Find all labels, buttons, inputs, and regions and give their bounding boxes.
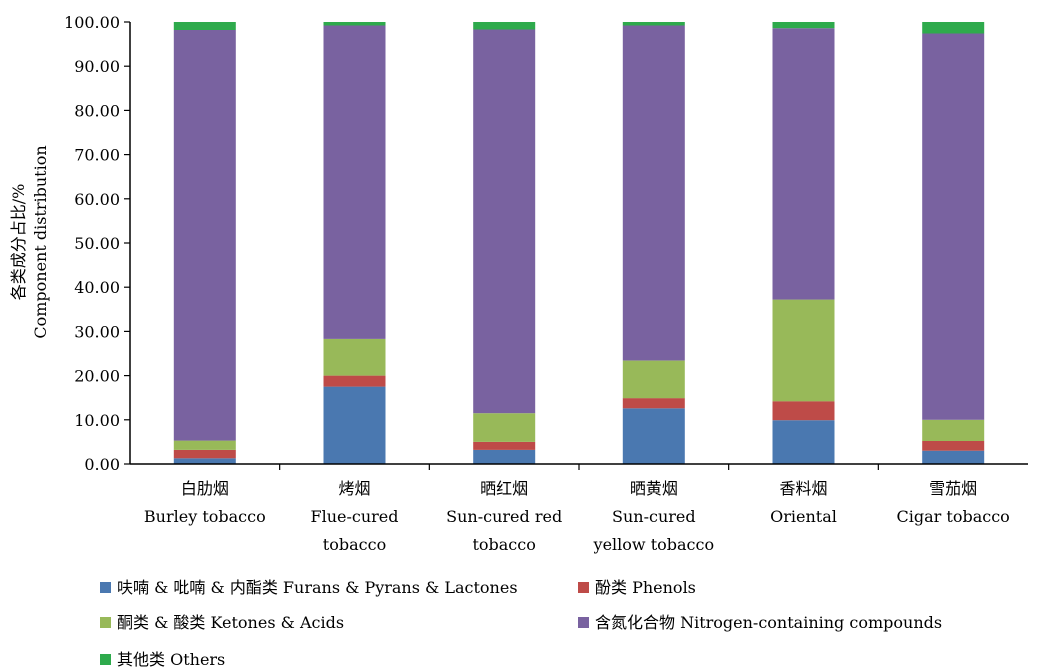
bar-segment-3-4	[622, 22, 685, 26]
bar-segment-2-1	[473, 441, 536, 450]
x-category-label-en: Flue-cured	[310, 507, 398, 526]
y-tick-label: 50.00	[74, 234, 120, 253]
x-category-label-en: Sun-cured	[612, 507, 696, 526]
bar-segment-5-1	[922, 441, 985, 451]
y-tick-label: 60.00	[74, 190, 120, 209]
legend-label: 含氮化合物 Nitrogen-containing compounds	[595, 613, 943, 632]
bar-segment-2-3	[473, 29, 536, 414]
x-category-label-en: yellow tobacco	[593, 535, 715, 554]
y-tick-labels: 0.00 10.00 20.00 30.00 40.00 50.00 60.00 70.00 8…	[64, 13, 120, 474]
bar-segment-2-2	[473, 413, 536, 442]
y-tick-label: 20.00	[74, 367, 120, 386]
axes-layer	[124, 21, 1028, 470]
bar-segment-3-0	[622, 408, 685, 464]
x-category-label-en: Burley tobacco	[144, 507, 266, 526]
bar-segment-0-4	[173, 22, 236, 30]
x-category-labels: 白肋烟 Burley tobacco 烤烟 Flue-cured tobacco 晒红烟 S…	[144, 479, 1010, 554]
y-axis-label-en: Component distribution	[31, 145, 50, 338]
legend-swatch	[578, 582, 589, 593]
stacked-bar-chart: 0.00 10.00 20.00 30.00 40.00 50.00 60.00 70.00 8…	[9, 13, 1028, 554]
bar-segment-5-4	[922, 22, 985, 34]
y-tick-label: 90.00	[74, 57, 120, 76]
legend-swatch	[100, 617, 111, 628]
bar-segment-3-3	[622, 25, 685, 361]
y-tick-label: 80.00	[74, 101, 120, 120]
x-category-label-cn: 晒红烟	[480, 479, 528, 498]
bar-segment-4-1	[772, 401, 835, 421]
x-category-label-cn: 雪茄烟	[929, 479, 977, 498]
x-category-label-en: tobacco	[323, 535, 386, 554]
bar-segment-2-0	[473, 449, 536, 464]
legend-swatch	[100, 582, 111, 593]
bar-segment-1-0	[323, 386, 386, 464]
x-category-label-cn: 香料烟	[779, 479, 827, 498]
legend-item-furans: 呋喃 & 吡喃 & 内酯类 Furans & Pyrans & Lactones	[100, 579, 518, 597]
y-axis-label-cn: 各类成分占比/%	[9, 184, 28, 301]
bar-segment-3-1	[622, 398, 685, 409]
x-category-label-cn: 白肋烟	[181, 479, 229, 498]
bar-segment-5-3	[922, 33, 985, 420]
legend-label: 呋喃 & 吡喃 & 内酯类 Furans & Pyrans & Lactones	[117, 578, 518, 597]
y-tick-label: 30.00	[74, 322, 120, 341]
legend-item-nitrogen: 含氮化合物 Nitrogen-containing compounds	[578, 614, 942, 632]
x-category-label-cn: 烤烟	[338, 479, 370, 498]
x-category-label-en: tobacco	[472, 535, 535, 554]
bar-segment-4-2	[772, 299, 835, 402]
legend: 呋喃 & 吡喃 & 内酯类 Furans & Pyrans & Lactones…	[100, 572, 1040, 669]
bar-segment-1-2	[323, 338, 386, 376]
y-tick-label: 100.00	[64, 13, 120, 32]
x-category-label-en: Oriental	[770, 507, 837, 526]
legend-swatch	[578, 617, 589, 628]
y-tick-label: 0.00	[84, 455, 120, 474]
bar-segment-4-3	[772, 28, 835, 300]
legend-label: 其他类 Others	[117, 650, 226, 669]
legend-item-phenols: 酚类 Phenols	[578, 579, 696, 597]
legend-item-ketones: 酮类 & 酸类 Ketones & Acids	[100, 614, 344, 632]
y-tick-label: 40.00	[74, 278, 120, 297]
x-category-label-en: Sun-cured red	[446, 507, 562, 526]
x-category-label-cn: 晒黄烟	[630, 479, 678, 498]
bar-segment-0-1	[173, 449, 236, 459]
bar-segment-1-1	[323, 375, 386, 387]
bar-segment-2-4	[473, 22, 536, 30]
bar-segment-0-2	[173, 440, 236, 450]
bar-segment-4-4	[772, 22, 835, 29]
bar-segment-5-0	[922, 450, 985, 464]
bar-segment-5-2	[922, 419, 985, 441]
legend-label: 酚类 Phenols	[595, 578, 696, 597]
bars-layer	[173, 22, 985, 464]
legend-item-others: 其他类 Others	[100, 651, 225, 669]
legend-swatch	[100, 654, 111, 665]
y-tick-label: 10.00	[74, 411, 120, 430]
x-category-label-en: Cigar tobacco	[897, 507, 1010, 526]
legend-label: 酮类 & 酸类 Ketones & Acids	[117, 613, 345, 632]
bar-segment-1-4	[323, 22, 386, 26]
y-tick-label: 70.00	[74, 146, 120, 165]
bar-segment-0-0	[173, 458, 236, 464]
bar-segment-0-3	[173, 30, 236, 441]
bar-segment-3-2	[622, 360, 685, 399]
bar-segment-4-0	[772, 420, 835, 464]
bar-segment-1-3	[323, 25, 386, 339]
